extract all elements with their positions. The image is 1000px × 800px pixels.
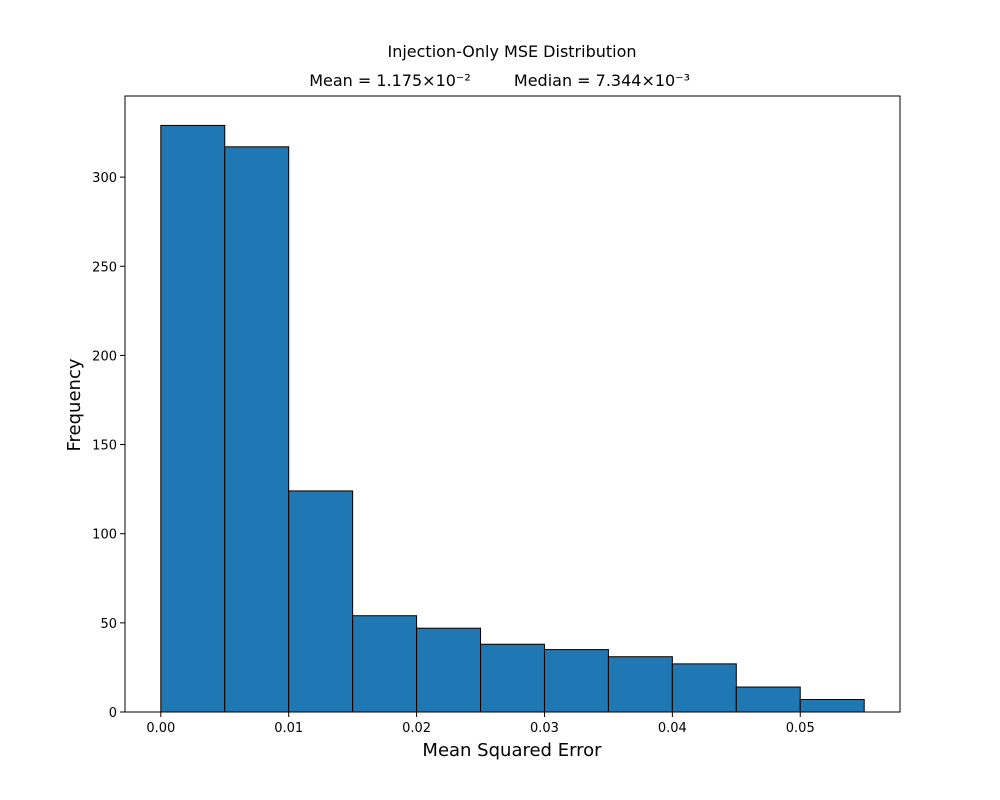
y-tick-label: 150 bbox=[92, 439, 117, 454]
x-tick-label: 0.01 bbox=[274, 721, 303, 736]
x-tick-label: 0.05 bbox=[786, 721, 815, 736]
x-tick-label: 0.04 bbox=[658, 721, 687, 736]
chart-subtitle-median: Median = 7.344×10⁻³ bbox=[514, 71, 690, 90]
histogram-bar bbox=[224, 146, 290, 713]
histogram-bar bbox=[671, 663, 737, 713]
histogram-bar bbox=[352, 615, 418, 713]
y-tick-label: 200 bbox=[92, 349, 117, 364]
plot-area-frame bbox=[124, 95, 901, 713]
y-tick-label: 250 bbox=[92, 260, 117, 275]
histogram-bar bbox=[160, 124, 226, 713]
x-axis-label: Mean Squared Error bbox=[422, 740, 602, 761]
histogram-bar bbox=[288, 490, 354, 713]
x-tick-label: 0.03 bbox=[530, 721, 559, 736]
chart-title: Injection-Only MSE Distribution bbox=[387, 42, 636, 61]
x-tick-label: 0.02 bbox=[402, 721, 431, 736]
histogram-bar bbox=[607, 656, 673, 713]
histogram-bar bbox=[799, 699, 865, 713]
y-tick-label: 0 bbox=[109, 706, 117, 721]
histogram-bar bbox=[480, 643, 545, 713]
histogram-bar bbox=[543, 649, 609, 713]
histogram-bars bbox=[160, 124, 865, 713]
y-tick-label: 300 bbox=[92, 171, 117, 186]
chart-subtitle-mean: Mean = 1.175×10⁻² bbox=[309, 71, 471, 90]
y-axis-ticks: 0 50 100 150 200 250 300 bbox=[92, 171, 125, 721]
histogram-bar bbox=[735, 686, 801, 713]
histogram-bar bbox=[416, 627, 482, 713]
y-tick-label: 100 bbox=[92, 528, 117, 543]
y-tick-label: 50 bbox=[100, 617, 117, 632]
x-axis-ticks: 0.00 0.01 0.02 0.03 0.04 0.05 bbox=[146, 712, 815, 736]
x-tick-label: 0.00 bbox=[146, 721, 175, 736]
y-axis-label: Frequency bbox=[64, 358, 85, 451]
